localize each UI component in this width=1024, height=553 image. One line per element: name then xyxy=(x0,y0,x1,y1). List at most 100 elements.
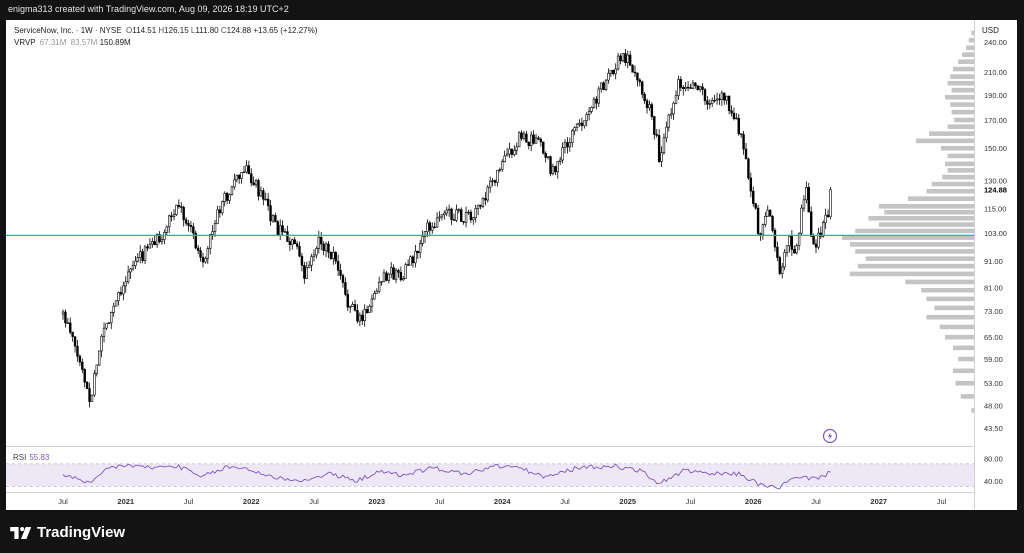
candle-body xyxy=(645,100,649,109)
profile-bar xyxy=(941,145,974,151)
candle-body xyxy=(428,222,432,231)
low-value: 111.80 xyxy=(195,26,219,35)
candle-body xyxy=(778,257,781,274)
candle-body xyxy=(462,221,465,223)
candle-body xyxy=(73,336,77,347)
vrvp-legend[interactable]: VRVP 67.31M 83.57M 150.89M xyxy=(14,38,131,47)
time-tick-label: 2026 xyxy=(745,497,762,506)
change-value: +13.65 (+12.27%) xyxy=(253,26,318,35)
profile-bar xyxy=(944,94,974,100)
candle-body xyxy=(742,134,745,150)
candle-body xyxy=(522,133,526,139)
chart-frame[interactable]: USD 240.00 210.00 190.00 170.00 150.00 130.00 1… xyxy=(6,20,1017,510)
candle-body xyxy=(592,98,596,108)
candle-body xyxy=(153,241,156,246)
candle-body xyxy=(291,239,294,245)
candle-body xyxy=(822,222,825,237)
candle-body xyxy=(732,112,736,119)
candle-body xyxy=(493,180,497,183)
time-tick-label: Jul xyxy=(184,497,194,506)
profile-bar xyxy=(947,168,974,173)
candle-body xyxy=(747,158,750,179)
candle-body xyxy=(305,267,308,279)
candle-body xyxy=(797,232,801,246)
candle-body xyxy=(394,270,398,280)
time-tick-label: 2025 xyxy=(619,497,636,506)
candle-body xyxy=(575,123,579,128)
rsi-legend[interactable]: RSI 55.83 xyxy=(13,453,49,462)
vrvp-value-2: 83.57M xyxy=(70,38,98,47)
candle-body xyxy=(708,103,712,105)
candle-body xyxy=(187,222,190,226)
candle-body xyxy=(583,120,586,126)
candle-body xyxy=(558,159,562,162)
price-chart[interactable]: USD240.00210.00190.00170.00150.00130.001… xyxy=(6,20,1017,510)
price-tick-label: 65.00 xyxy=(984,333,1003,342)
candle-body xyxy=(221,201,224,214)
candle-body xyxy=(829,189,832,218)
candle-body xyxy=(737,117,740,135)
candle-body xyxy=(134,260,137,266)
price-tick-label: 91.00 xyxy=(984,257,1003,266)
candle-body xyxy=(723,92,726,101)
volume-profile xyxy=(842,30,974,413)
candle-body xyxy=(329,251,333,259)
candle-body xyxy=(98,350,101,366)
tradingview-logo[interactable]: TradingView xyxy=(10,524,125,541)
price-tick-label: 150.00 xyxy=(984,144,1007,153)
candle-body xyxy=(510,148,514,155)
candle-body xyxy=(64,311,67,324)
candle-body xyxy=(286,231,289,242)
candle-body xyxy=(351,304,354,307)
candle-body xyxy=(619,55,622,62)
candle-body xyxy=(274,215,277,223)
candle-body xyxy=(368,305,371,313)
candle-body xyxy=(537,137,540,140)
profile-bar xyxy=(971,30,974,36)
candle-body xyxy=(281,225,284,233)
candle-body xyxy=(431,226,434,231)
candle-body xyxy=(534,137,538,144)
candle-body xyxy=(660,152,663,162)
candle-body xyxy=(691,82,695,89)
candle-body xyxy=(213,223,217,232)
candle-body xyxy=(600,82,603,90)
candle-body xyxy=(324,243,328,251)
candle-body xyxy=(530,134,533,146)
candle-body xyxy=(206,248,210,259)
candle-body xyxy=(107,322,111,325)
price-tick-label: 240.00 xyxy=(984,38,1007,47)
candle-body xyxy=(544,152,547,158)
candle-body xyxy=(373,292,376,300)
rsi-tick-label: 40.00 xyxy=(984,477,1003,486)
price-tick-label: 130.00 xyxy=(984,177,1007,186)
time-tick-label: 2023 xyxy=(368,497,385,506)
candle-body xyxy=(800,207,803,234)
candle-body xyxy=(370,298,374,307)
candle-body xyxy=(677,79,680,96)
candle-body xyxy=(160,239,164,243)
candle-body xyxy=(399,271,403,281)
candle-body xyxy=(735,117,738,120)
profile-bar xyxy=(944,161,974,167)
candle-body xyxy=(438,216,441,219)
candle-body xyxy=(143,246,147,262)
candle-body xyxy=(252,182,255,186)
candle-body xyxy=(527,141,530,146)
candle-body xyxy=(467,211,470,214)
candle-body xyxy=(192,226,195,234)
time-tick-label: 2021 xyxy=(117,497,134,506)
candle-body xyxy=(66,322,70,324)
candle-body xyxy=(334,252,337,262)
candle-body xyxy=(223,192,226,202)
candle-body xyxy=(177,204,181,207)
profile-bar xyxy=(952,345,974,351)
candle-body xyxy=(812,236,815,245)
time-tick-label: Jul xyxy=(435,497,445,506)
profile-bar xyxy=(947,80,974,86)
candle-body xyxy=(136,257,140,262)
candle-body xyxy=(669,113,673,116)
candle-body xyxy=(696,85,699,90)
candle-body xyxy=(626,54,629,63)
candle-body xyxy=(597,88,600,104)
